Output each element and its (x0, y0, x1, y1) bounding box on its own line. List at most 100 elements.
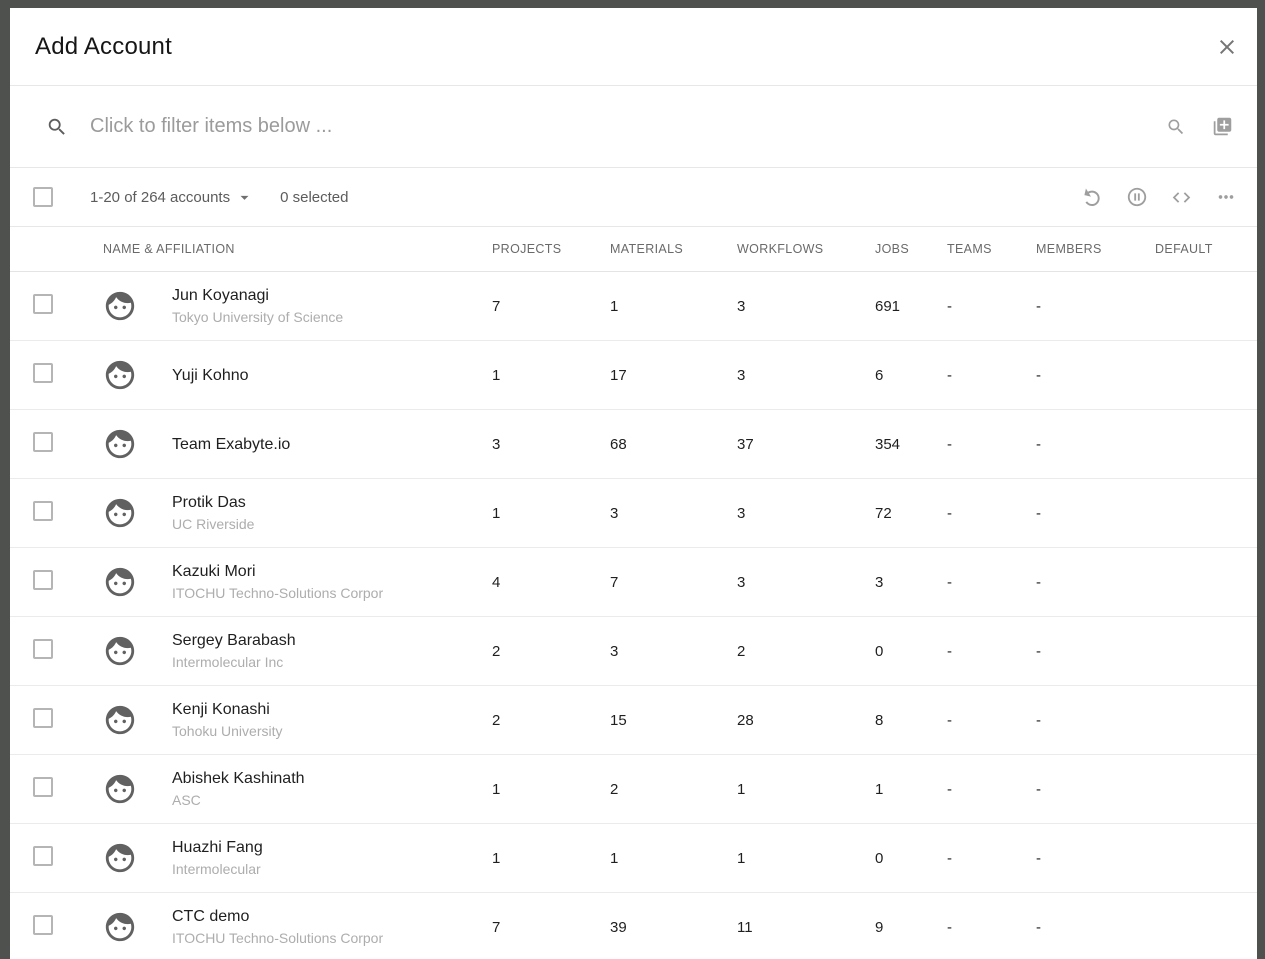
table-row[interactable]: Kenji Konashi Tohoku University 2 15 28 … (10, 686, 1257, 755)
account-affiliation: Tokyo University of Science (172, 308, 344, 325)
page-title: Add Account (35, 32, 172, 60)
column-header-members: MEMBERS (1036, 242, 1102, 256)
table-body: Jun Koyanagi Tokyo University of Science… (10, 272, 1257, 959)
projects-count: 3 (492, 435, 501, 453)
workflows-count: 1 (737, 780, 746, 798)
row-checkbox[interactable] (33, 431, 53, 452)
jobs-count: 6 (875, 366, 884, 384)
row-checkbox[interactable] (33, 914, 53, 935)
table-header: NAME & AFFILIATION PROJECTS MATERIALS WO… (10, 227, 1257, 272)
teams-count: - (947, 297, 952, 315)
selected-count: 0 selected (280, 188, 349, 206)
avatar-face-icon (103, 634, 137, 668)
table-row[interactable]: Protik Das UC Riverside 1 3 3 72 - - (10, 479, 1257, 548)
search-submit-icon[interactable] (1166, 117, 1186, 137)
materials-count: 1 (610, 297, 619, 315)
account-affiliation: ITOCHU Techno-Solutions Corpor (172, 929, 384, 946)
row-checkbox[interactable] (33, 638, 53, 659)
teams-count: - (947, 849, 952, 867)
workflows-count: 11 (737, 918, 753, 936)
filter-bar (10, 86, 1257, 168)
account-name: Sergey Barabash (172, 631, 296, 649)
members-count: - (1036, 435, 1041, 453)
refresh-icon[interactable] (1080, 186, 1103, 209)
column-header-materials: MATERIALS (610, 242, 684, 256)
projects-count: 4 (492, 573, 501, 591)
jobs-count: 3 (875, 573, 884, 591)
teams-count: - (947, 711, 952, 729)
account-name: Kenji Konashi (172, 700, 270, 718)
modal-titlebar: Add Account (10, 8, 1257, 86)
avatar-face-icon (103, 910, 137, 944)
materials-count: 3 (610, 642, 619, 660)
table-row[interactable]: Abishek Kashinath ASC 1 2 1 1 - - (10, 755, 1257, 824)
members-count: - (1036, 918, 1041, 936)
select-all-checkbox[interactable] (33, 187, 53, 207)
jobs-count: 354 (875, 435, 901, 453)
account-affiliation: Intermolecular Inc (172, 653, 284, 670)
materials-count: 1 (610, 849, 619, 867)
table-row[interactable]: CTC demo ITOCHU Techno-Solutions Corpor … (10, 893, 1257, 959)
avatar-face-icon (103, 289, 137, 323)
projects-count: 7 (492, 918, 501, 936)
workflows-count: 2 (737, 642, 746, 660)
projects-count: 1 (492, 780, 501, 798)
table-row[interactable]: Team Exabyte.io 3 68 37 354 - - (10, 410, 1257, 479)
row-checkbox[interactable] (33, 776, 53, 797)
avatar-face-icon (103, 496, 137, 530)
more-options-icon[interactable] (1215, 186, 1237, 208)
teams-count: - (947, 366, 952, 384)
filter-input[interactable] (88, 114, 1150, 139)
table-row[interactable]: Sergey Barabash Intermolecular Inc 2 3 2… (10, 617, 1257, 686)
projects-count: 2 (492, 642, 501, 660)
library-add-icon[interactable] (1212, 116, 1233, 137)
table-row[interactable]: Huazhi Fang Intermolecular 1 1 1 0 - - (10, 824, 1257, 893)
workflows-count: 3 (737, 366, 746, 384)
row-checkbox[interactable] (33, 845, 53, 866)
avatar-face-icon (103, 841, 137, 875)
row-checkbox[interactable] (33, 500, 53, 521)
projects-count: 7 (492, 297, 501, 315)
account-name: Kazuki Mori (172, 562, 256, 580)
row-checkbox[interactable] (33, 569, 53, 590)
row-checkbox[interactable] (33, 362, 53, 383)
table-row[interactable]: Jun Koyanagi Tokyo University of Science… (10, 272, 1257, 341)
column-header-projects: PROJECTS (492, 242, 562, 256)
account-affiliation: UC Riverside (172, 515, 255, 532)
column-header-jobs: JOBS (875, 242, 910, 256)
code-icon[interactable] (1171, 187, 1192, 208)
row-checkbox[interactable] (33, 707, 53, 728)
workflows-count: 1 (737, 849, 746, 867)
account-affiliation: Tohoku University (172, 722, 283, 739)
account-name: CTC demo (172, 907, 250, 925)
add-account-modal: Add Account 1-20 of 264 accounts 0 selec… (10, 8, 1257, 959)
account-name: Protik Das (172, 493, 246, 511)
members-count: - (1036, 504, 1041, 522)
materials-count: 39 (610, 918, 627, 936)
members-count: - (1036, 849, 1041, 867)
workflows-count: 3 (737, 573, 746, 591)
pagination-dropdown[interactable]: 1-20 of 264 accounts (90, 188, 254, 207)
jobs-count: 691 (875, 297, 901, 315)
materials-count: 3 (610, 504, 619, 522)
pause-circle-icon[interactable] (1126, 186, 1148, 208)
jobs-count: 1 (875, 780, 884, 798)
jobs-count: 9 (875, 918, 884, 936)
table-row[interactable]: Yuji Kohno 1 17 3 6 - - (10, 341, 1257, 410)
materials-count: 68 (610, 435, 627, 453)
search-icon (46, 116, 68, 138)
table-row[interactable]: Kazuki Mori ITOCHU Techno-Solutions Corp… (10, 548, 1257, 617)
close-icon[interactable] (1215, 35, 1239, 59)
teams-count: - (947, 918, 952, 936)
workflows-count: 3 (737, 504, 746, 522)
projects-count: 1 (492, 504, 501, 522)
jobs-count: 0 (875, 849, 884, 867)
materials-count: 15 (610, 711, 627, 729)
members-count: - (1036, 642, 1041, 660)
materials-count: 2 (610, 780, 619, 798)
account-name: Yuji Kohno (172, 366, 249, 384)
avatar-face-icon (103, 427, 137, 461)
jobs-count: 72 (875, 504, 892, 522)
row-checkbox[interactable] (33, 293, 53, 314)
account-name: Huazhi Fang (172, 838, 263, 856)
